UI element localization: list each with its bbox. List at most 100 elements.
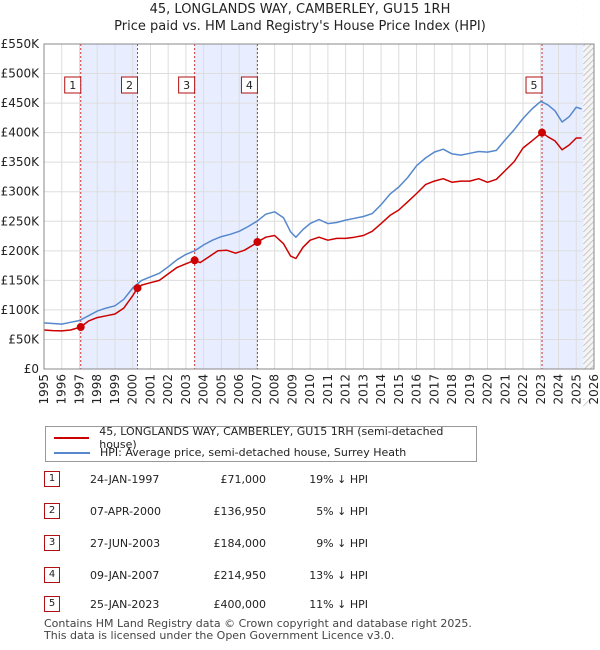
x-tick-label: 2016 — [410, 374, 424, 405]
x-tick-label: 2012 — [339, 374, 353, 405]
hatch-line — [583, 341, 595, 353]
legend-swatch-property — [54, 436, 90, 439]
hatch-line — [583, 245, 595, 257]
sale-price: £184,000 — [213, 537, 267, 550]
y-tick-label: £300K — [1, 185, 41, 199]
hatch-line — [583, 185, 595, 197]
hatch-line — [583, 131, 595, 143]
y-tick-label: £150K — [1, 273, 41, 287]
x-tick-label: 2022 — [516, 374, 530, 405]
hatch-line — [583, 227, 595, 239]
hatch-line — [583, 161, 595, 173]
x-tick-label: 2003 — [179, 374, 193, 405]
hatch-line — [583, 89, 595, 101]
sale-date: 27-JUN-2003 — [90, 537, 161, 550]
legend-label-property: 45, LONGLANDS WAY, CAMBERLEY, GU15 1RH (… — [99, 424, 444, 451]
sale-dots — [76, 128, 547, 332]
sale-point — [190, 256, 199, 265]
x-tick-label: 2013 — [356, 374, 370, 405]
y-tick-label: £200K — [1, 244, 41, 258]
legend-item-property: 45, LONGLANDS WAY, CAMBERLEY, GU15 1RH (… — [54, 425, 476, 451]
plot-frame — [43, 43, 595, 370]
hatch-line — [583, 233, 595, 245]
hatch-line — [583, 209, 595, 221]
footer-licence: This data is licensed under the Open Gov… — [44, 629, 395, 642]
chart-title: 45, LONGLANDS WAY, CAMBERLEY, GU15 1RH — [149, 2, 451, 17]
hatch-line — [583, 275, 595, 287]
hatch-line — [583, 137, 595, 149]
sale-point — [133, 284, 142, 293]
sale-bands — [80, 44, 584, 369]
hatch-line — [583, 263, 595, 275]
table-row: 4 09-JAN-2007 £214,950 13% ↓ HPI — [44, 567, 424, 587]
sale-number: 1 — [44, 471, 60, 487]
hatch-line — [583, 191, 595, 203]
hatch-line — [583, 65, 595, 77]
hatch-line — [583, 353, 595, 365]
hatch-line — [583, 293, 595, 305]
x-tick-label: 2025 — [569, 374, 583, 405]
x-tick-label: 2017 — [427, 374, 441, 405]
table-row: 1 24-JAN-1997 £71,000 19% ↓ HPI — [44, 471, 424, 491]
sale-label-box — [240, 76, 258, 94]
x-tick-label: 2009 — [285, 374, 299, 405]
hatch-line — [583, 101, 595, 113]
sale-date: 09-JAN-2007 — [90, 569, 160, 582]
sale-date: 25-JAN-2023 — [90, 598, 160, 611]
sale-price: £214,950 — [213, 569, 267, 582]
hatch-line — [583, 107, 595, 119]
hatch-line — [583, 203, 595, 215]
sale-number: 3 — [44, 535, 60, 551]
sale-price: £136,950 — [213, 505, 267, 518]
hatch-line — [583, 119, 595, 131]
sale-band — [194, 44, 258, 369]
sale-point — [253, 237, 262, 246]
hatch-line — [583, 281, 595, 293]
x-tick-label: 1998 — [90, 374, 104, 405]
hatch-line — [583, 47, 595, 59]
x-tick-label: 2021 — [498, 374, 512, 405]
future-region — [583, 44, 594, 369]
x-tick-label: 2001 — [143, 374, 157, 405]
sale-label: 2 — [126, 79, 133, 92]
x-tick-label: 2005 — [214, 374, 228, 405]
sale-price: £400,000 — [213, 598, 267, 611]
x-tick-label: 1997 — [72, 374, 86, 405]
sale-hpi-diff: 9% ↓ HPI — [316, 537, 368, 550]
footer: Contains HM Land Registry data © Crown c… — [44, 618, 472, 642]
sale-label-box — [525, 76, 543, 94]
sale-number: 4 — [44, 567, 60, 583]
sale-labels: 1 2 3 4 5 — [64, 76, 543, 94]
sale-date: 24-JAN-1997 — [90, 473, 160, 486]
x-tick-label: 2010 — [303, 374, 317, 405]
sale-hpi-diff: 19% ↓ HPI — [309, 473, 368, 486]
hatch-line — [583, 113, 595, 125]
hatch-line — [583, 251, 595, 263]
x-tick-label: 2000 — [126, 374, 140, 405]
y-tick-label: £250K — [1, 214, 41, 228]
axes: £0 £50K £100K £150K £200K £250K £300K £350K £400… — [1, 37, 600, 405]
hatch-line — [583, 197, 595, 209]
hatch-line — [583, 257, 595, 269]
hatch-line — [583, 305, 595, 317]
hatch-line — [583, 53, 595, 65]
x-tick-label: 2007 — [250, 374, 264, 405]
legend-swatch-hpi — [54, 451, 90, 454]
sale-label-box — [64, 76, 82, 94]
sale-hpi-diff: 11% ↓ HPI — [309, 598, 368, 611]
x-tick-label: 1999 — [108, 374, 122, 405]
hatch-line — [583, 269, 595, 281]
hatch-line — [583, 149, 595, 161]
sale-label-box — [178, 76, 196, 94]
x-tick-label: 2020 — [481, 374, 495, 405]
sale-label: 3 — [183, 79, 190, 92]
table-row: 3 27-JUN-2003 £184,000 9% ↓ HPI — [44, 535, 424, 555]
x-tick-label: 2006 — [232, 374, 246, 405]
sale-hpi-diff: 5% ↓ HPI — [316, 505, 368, 518]
hatch-line — [583, 215, 595, 227]
hatch-line — [583, 125, 595, 137]
y-tick-label: £400K — [1, 126, 41, 140]
y-tick-label: £0 — [24, 362, 39, 376]
x-tick-label: 2015 — [392, 374, 406, 405]
y-tick-label: £50K — [8, 332, 40, 346]
